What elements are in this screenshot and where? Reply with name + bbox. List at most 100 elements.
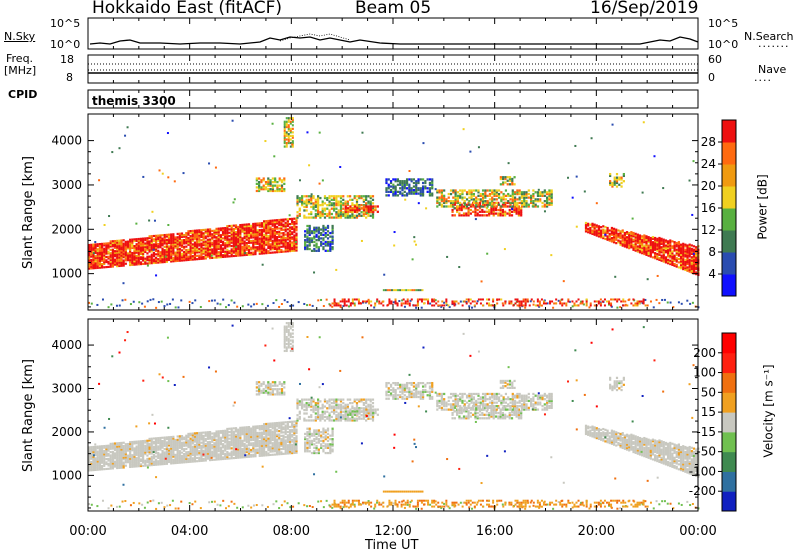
power-echo-cell xyxy=(273,247,276,251)
power-echo-cell xyxy=(287,140,290,143)
power-echo-cell xyxy=(187,236,190,240)
velocity-echo-cell xyxy=(133,447,136,450)
velocity-echo-cell xyxy=(157,445,160,448)
velocity-echo-cell xyxy=(198,459,201,463)
velocity-echo-cell xyxy=(103,449,106,453)
velocity-echo-cell xyxy=(198,458,201,461)
velocity-echo-cell xyxy=(221,444,225,447)
power-echo-cell xyxy=(247,303,250,306)
power-echo-cell xyxy=(619,243,622,246)
power-echo-cell xyxy=(504,189,508,192)
power-echo-cell xyxy=(415,289,418,292)
power-echo-cell xyxy=(211,243,214,246)
power-echo-cell xyxy=(202,240,205,243)
power-echo-cell xyxy=(396,178,400,181)
velocity-echo-cell xyxy=(217,445,220,448)
power-echo-cell xyxy=(342,212,345,216)
power-echo-cell xyxy=(142,257,145,260)
power-echo-cell xyxy=(126,247,130,250)
power-echo-cell xyxy=(129,303,132,306)
power-echo-cell xyxy=(208,231,212,234)
power-echo-cell xyxy=(615,185,619,188)
velocity-echo-cell xyxy=(137,455,140,458)
power-echo-cell xyxy=(474,214,477,217)
power-echo-cell xyxy=(428,190,432,193)
power-echo-cell xyxy=(258,234,261,237)
velocity-echo-cell xyxy=(234,451,238,455)
power-echo-cell xyxy=(245,248,248,251)
power-echo-cell xyxy=(204,235,207,238)
velocity-echo-cell xyxy=(144,439,147,442)
velocity-echo-cell xyxy=(116,460,119,463)
velocity-echo-cell xyxy=(241,429,244,433)
power-echo-cell xyxy=(456,207,459,210)
power-echo-cell xyxy=(243,240,246,243)
power-echo-cell xyxy=(94,241,97,244)
power-echo-cell xyxy=(421,194,425,197)
power-echo-cell xyxy=(396,304,399,307)
power-echo-cell xyxy=(634,239,637,242)
power-echo-cell xyxy=(644,298,647,301)
velocity-echo-cell xyxy=(165,442,168,446)
power-echo-cell xyxy=(247,236,251,239)
power-echo-cell xyxy=(224,228,227,231)
velocity-echo-cell xyxy=(142,458,145,461)
power-echo-cell xyxy=(243,226,246,230)
power-echo-cell xyxy=(189,250,192,253)
power-echo-cell xyxy=(174,306,177,309)
power-echo-cell xyxy=(280,238,283,242)
power-echo-cell xyxy=(139,241,143,244)
power-echo-cell xyxy=(669,242,672,245)
power-echo-cell xyxy=(666,260,670,263)
power-echo-cell xyxy=(559,300,562,303)
power-echo-cell xyxy=(198,241,201,244)
power-echo-cell xyxy=(241,237,244,240)
power-echo-cell xyxy=(654,248,657,251)
power-echo-cell xyxy=(137,254,140,257)
power-echo-cell xyxy=(137,239,140,242)
power-echo-cell xyxy=(514,298,517,301)
power-echo-cell xyxy=(217,237,220,240)
power-echo-cell xyxy=(170,240,173,243)
power-echo-cell xyxy=(206,243,210,246)
power-echo-cell xyxy=(666,301,669,304)
power-echo-cell xyxy=(645,252,648,255)
velocity-echo-cell xyxy=(88,462,91,465)
power-echo-cell xyxy=(260,232,264,235)
velocity-echo-cell xyxy=(113,457,117,460)
power-echo-cell xyxy=(234,244,238,247)
power-echo-cell xyxy=(313,244,316,247)
power-echo-cell xyxy=(258,242,261,245)
power-echo-cell xyxy=(260,244,264,247)
power-echo-cell xyxy=(113,245,117,248)
velocity-echo-cell xyxy=(189,439,192,442)
velocity-echo-cell xyxy=(224,434,227,437)
power-echo-cell xyxy=(394,187,397,190)
power-echo-cell xyxy=(504,176,507,179)
velocity-echo-cell xyxy=(176,446,179,450)
power-echo-cell xyxy=(479,200,482,203)
power-echo-cell xyxy=(536,200,540,203)
power-echo-cell xyxy=(280,245,283,248)
power-echo-cell xyxy=(293,220,296,224)
velocity-echo-cell xyxy=(221,436,225,439)
velocity-echo-cell xyxy=(150,449,153,452)
velocity-echo-cell xyxy=(157,453,160,456)
power-echo-cell xyxy=(232,238,235,241)
velocity-echo-cell xyxy=(122,449,125,453)
power-echo-cell xyxy=(94,243,97,246)
power-echo-cell xyxy=(497,212,500,215)
velocity-echo-cell xyxy=(92,462,95,465)
power-echo-cell xyxy=(92,246,95,250)
power-echo-cell xyxy=(339,165,342,168)
power-echo-cell xyxy=(609,180,612,183)
power-echo-cell xyxy=(317,212,320,216)
velocity-echo-cell xyxy=(204,447,207,451)
power-echo-cell xyxy=(189,240,192,243)
power-echo-cell xyxy=(339,214,343,217)
velocity-echo-cell xyxy=(163,448,166,451)
power-echo-cell xyxy=(393,289,395,292)
velocity-echo-cell xyxy=(135,448,138,451)
power-echo-cell xyxy=(349,216,352,219)
power-echo-cell xyxy=(333,204,336,207)
